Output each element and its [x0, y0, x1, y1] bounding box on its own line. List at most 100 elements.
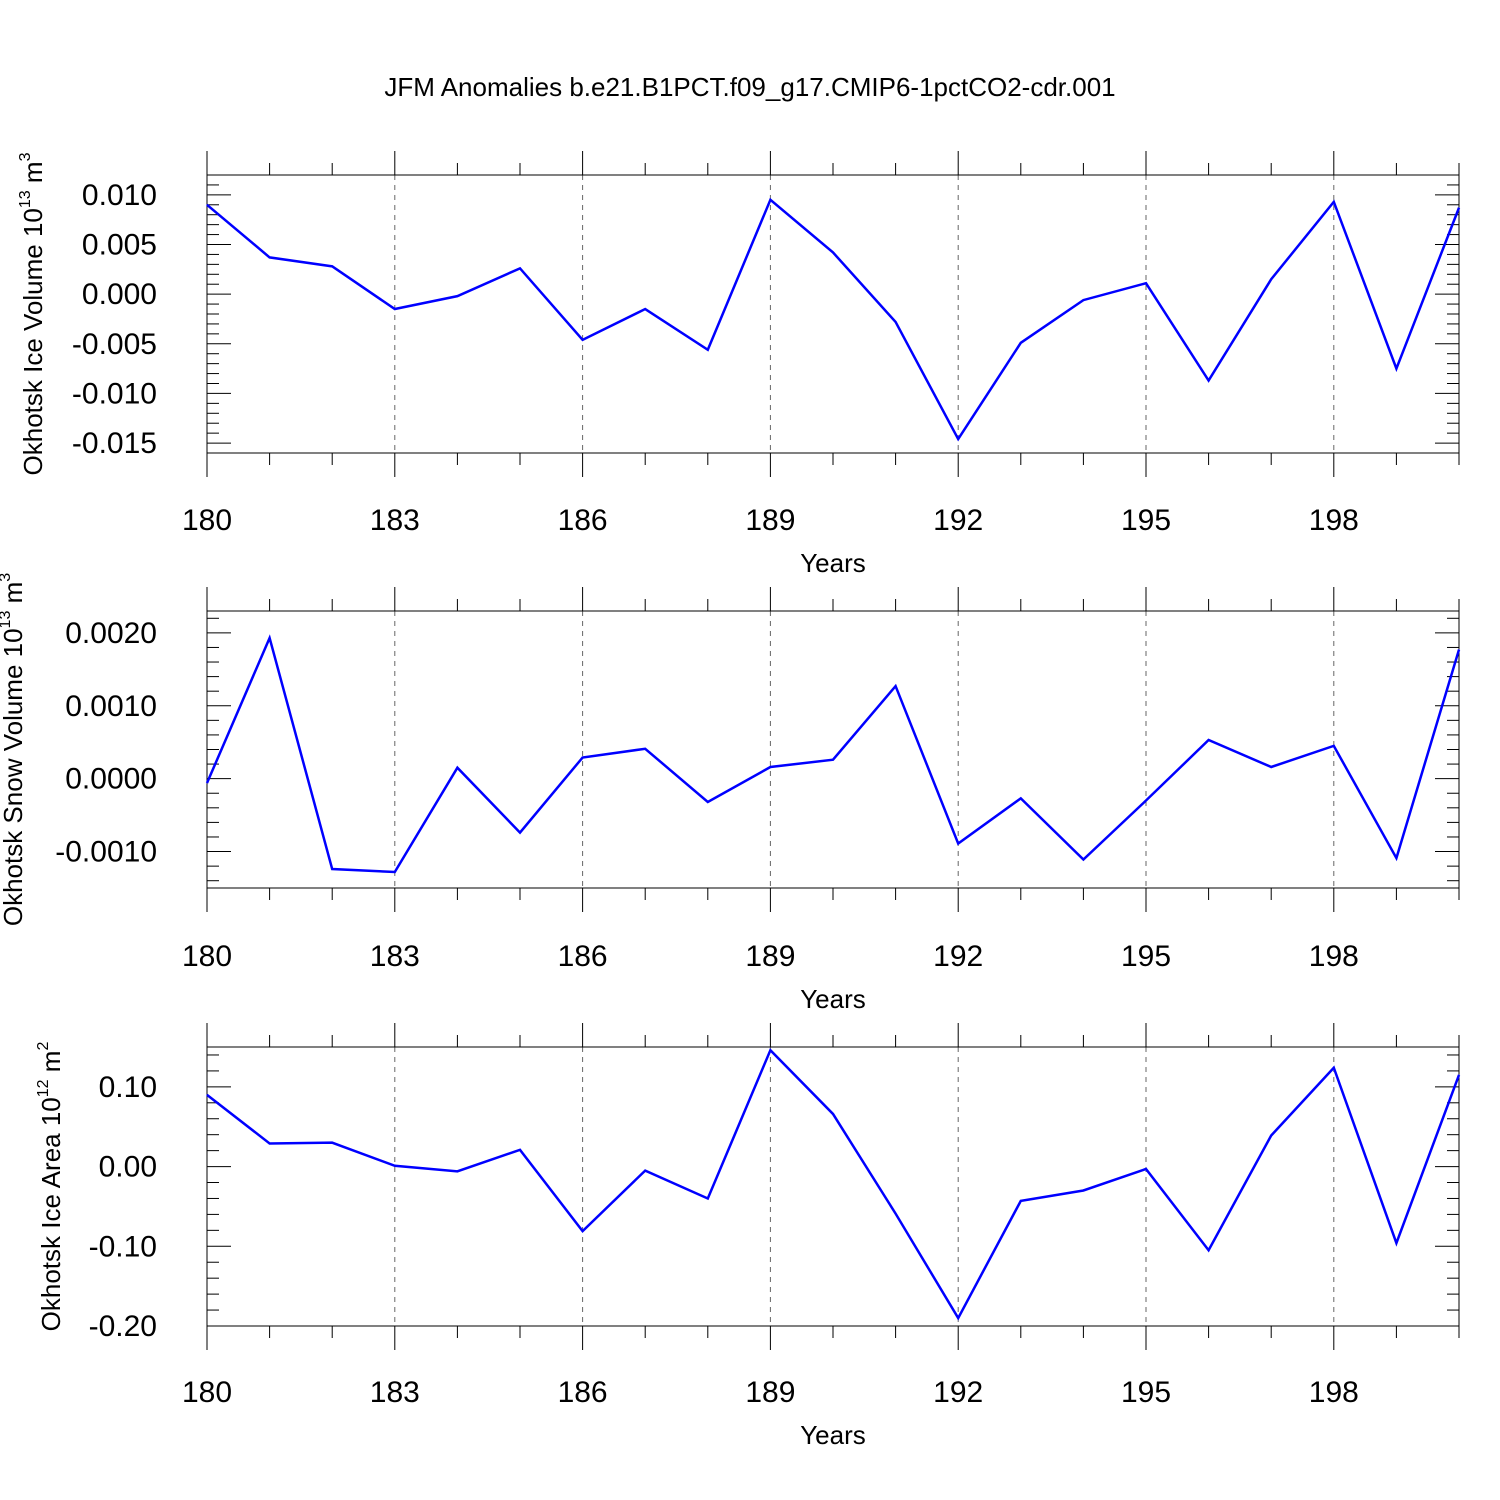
- y-tick-label: -0.015: [72, 427, 157, 460]
- data-point: [644, 1170, 646, 1172]
- data-point: [707, 1197, 709, 1199]
- data-point: [1082, 1189, 1084, 1191]
- x-tick-label: 192: [933, 504, 983, 537]
- y-tick-label: -0.005: [72, 328, 157, 361]
- panel-3: 180 183 186 189 192 195 198 0.10 0.00 -0.10 -0.20 Y…: [35, 1023, 1461, 1450]
- data-point: [519, 832, 521, 834]
- data-point: [1082, 859, 1084, 861]
- x-tick-label: 186: [558, 940, 608, 973]
- x-tick-label: 195: [1121, 504, 1171, 537]
- x-tick-label: 195: [1121, 940, 1171, 973]
- data-point: [331, 265, 333, 267]
- data-point: [331, 868, 333, 870]
- data-point: [1270, 1134, 1272, 1136]
- x-axis-label: Years: [800, 1420, 866, 1450]
- y-tick-label: 0.0000: [65, 763, 157, 796]
- chart-title: JFM Anomalies b.e21.B1PCT.f09_g17.CMIP6-…: [384, 72, 1116, 102]
- data-point: [1270, 766, 1272, 768]
- data-point: [1333, 745, 1335, 747]
- data-point: [394, 871, 396, 873]
- x-tick-label: 180: [182, 504, 232, 537]
- data-point: [895, 1213, 897, 1215]
- x-tick-label: 186: [558, 1376, 608, 1409]
- data-point: [1333, 1067, 1335, 1069]
- y-tick-label: 0.005: [82, 229, 157, 262]
- x-tick-label: 183: [370, 504, 420, 537]
- data-point: [644, 748, 646, 750]
- y-axis-label: Okhotsk Ice Area 1012 m2: [35, 1042, 66, 1332]
- data-point: [769, 199, 771, 201]
- data-point: [456, 295, 458, 297]
- x-tick-label: 192: [933, 940, 983, 973]
- data-point: [206, 1094, 208, 1096]
- data-point: [1270, 278, 1272, 280]
- y-tick-label: 0.0020: [65, 617, 157, 650]
- data-point: [206, 204, 208, 206]
- data-point: [1208, 739, 1210, 741]
- data-point: [1395, 857, 1397, 859]
- x-tick-label: 183: [370, 940, 420, 973]
- x-tick-label: 186: [558, 504, 608, 537]
- data-point: [1333, 201, 1335, 203]
- data-point: [519, 1149, 521, 1151]
- data-point: [394, 308, 396, 310]
- data-point: [1020, 1200, 1022, 1202]
- data-point: [769, 1049, 771, 1051]
- x-tick-label: 180: [182, 940, 232, 973]
- y-tick-label: 0.00: [99, 1151, 157, 1184]
- data-point: [1145, 1168, 1147, 1170]
- x-tick-label: 192: [933, 1376, 983, 1409]
- panel-2: 180 183 186 189 192 195 198 0.0020 0.0010 0.0000 -…: [0, 573, 1461, 1014]
- y-axis-label: Okhotsk Ice Volume 1013 m3: [17, 152, 48, 475]
- data-point: [269, 637, 271, 639]
- data-point: [644, 308, 646, 310]
- y-tick-label: -0.10: [89, 1230, 157, 1263]
- data-point: [394, 1165, 396, 1167]
- data-point: [957, 1317, 959, 1319]
- data-point: [1208, 1249, 1210, 1251]
- data-point: [1145, 282, 1147, 284]
- data-point: [832, 759, 834, 761]
- y-tick-label: -0.010: [72, 377, 157, 410]
- y-tick-label: 0.10: [99, 1071, 157, 1104]
- data-point: [331, 1142, 333, 1144]
- data-point: [206, 782, 208, 784]
- y-tick-label: 0.0010: [65, 690, 157, 723]
- data-point: [895, 685, 897, 687]
- x-tick-label: 189: [745, 940, 795, 973]
- data-point: [707, 801, 709, 803]
- data-point: [895, 321, 897, 323]
- data-point: [1458, 207, 1460, 209]
- data-point: [1395, 1242, 1397, 1244]
- data-point: [582, 1230, 584, 1232]
- data-point: [269, 1142, 271, 1144]
- data-point: [1020, 342, 1022, 344]
- data-point: [269, 256, 271, 258]
- data-point: [519, 267, 521, 269]
- data-point: [456, 767, 458, 769]
- y-tick-label: 0.010: [82, 179, 157, 212]
- x-axis-label: Years: [800, 548, 866, 578]
- data-point: [957, 438, 959, 440]
- x-tick-label: 198: [1309, 504, 1359, 537]
- x-axis-label: Years: [800, 984, 866, 1014]
- x-tick-label: 198: [1309, 940, 1359, 973]
- data-point: [1082, 299, 1084, 301]
- data-point: [582, 339, 584, 341]
- x-tick-label: 183: [370, 1376, 420, 1409]
- data-point: [832, 1113, 834, 1115]
- data-point: [1020, 797, 1022, 799]
- y-tick-label: -0.0010: [55, 836, 157, 869]
- panel-1: 180 183 186 189 192 195 198 0.010 0.005 0.000 -0.0…: [17, 151, 1461, 578]
- data-point: [957, 843, 959, 845]
- data-point: [1458, 1074, 1460, 1076]
- y-axis-label: Okhotsk Snow Volume 1013 m3: [0, 573, 28, 926]
- data-point: [1145, 800, 1147, 802]
- x-tick-label: 180: [182, 1376, 232, 1409]
- y-tick-label: 0.000: [82, 278, 157, 311]
- x-tick-label: 195: [1121, 1376, 1171, 1409]
- data-point: [1458, 649, 1460, 651]
- data-point: [1395, 368, 1397, 370]
- x-tick-label: 189: [745, 1376, 795, 1409]
